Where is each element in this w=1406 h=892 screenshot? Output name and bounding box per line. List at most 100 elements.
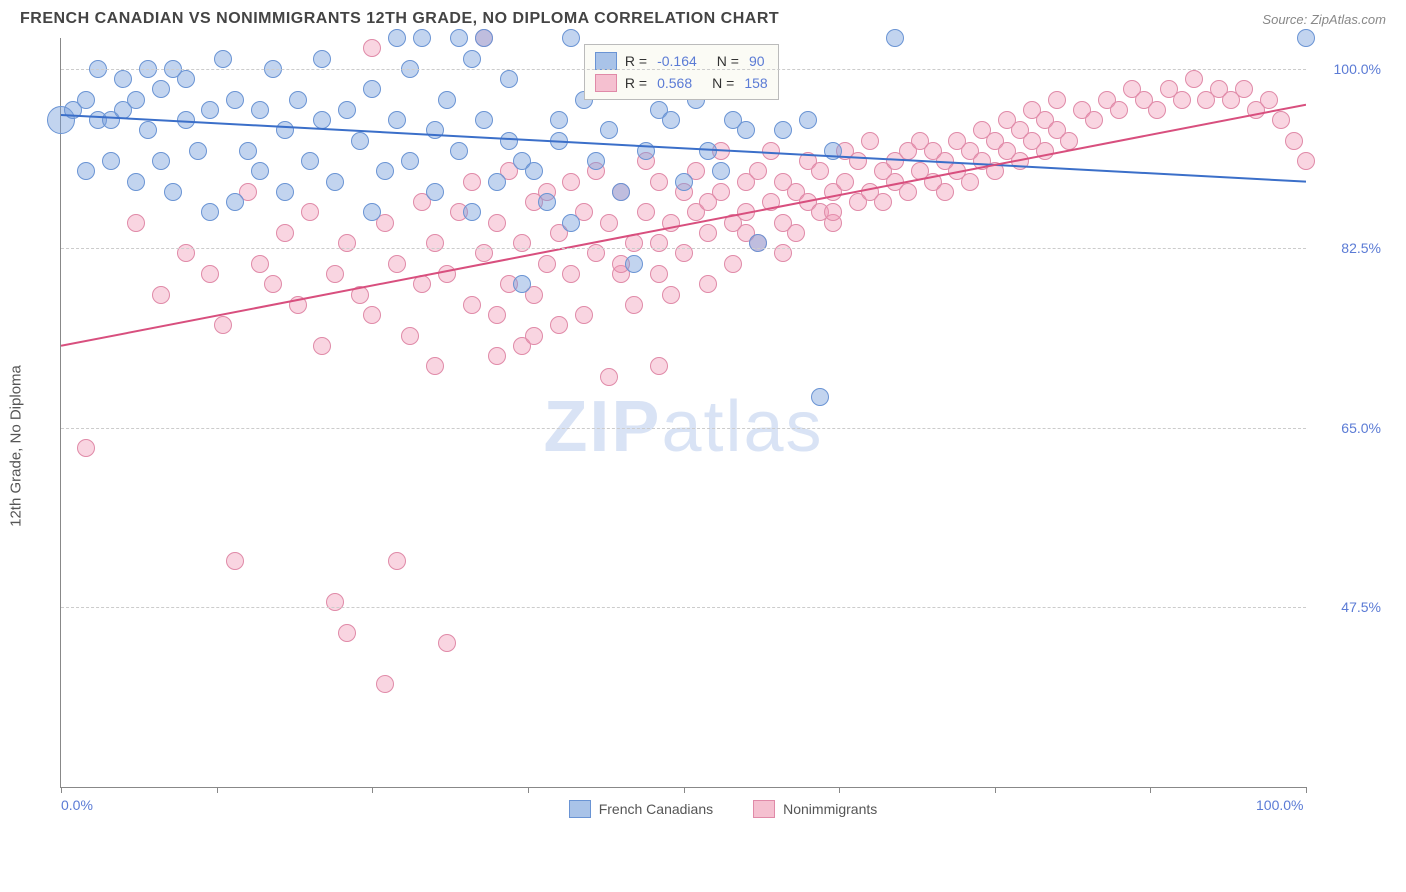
data-point bbox=[749, 234, 767, 252]
data-point bbox=[550, 111, 568, 129]
data-point bbox=[401, 152, 419, 170]
ytick-label: 65.0% bbox=[1311, 420, 1381, 436]
legend-r-label: R = bbox=[625, 53, 647, 69]
data-point bbox=[1272, 111, 1290, 129]
data-point bbox=[189, 142, 207, 160]
data-point bbox=[1085, 111, 1103, 129]
data-point bbox=[152, 80, 170, 98]
data-point bbox=[961, 173, 979, 191]
data-point bbox=[625, 296, 643, 314]
legend-n-label: N = bbox=[712, 75, 734, 91]
data-point bbox=[351, 286, 369, 304]
xtick bbox=[1306, 787, 1307, 793]
xtick bbox=[61, 787, 62, 793]
data-point bbox=[313, 337, 331, 355]
data-point bbox=[662, 214, 680, 232]
data-point bbox=[239, 142, 257, 160]
data-point bbox=[886, 29, 904, 47]
data-point bbox=[699, 275, 717, 293]
data-point bbox=[513, 275, 531, 293]
xtick bbox=[217, 787, 218, 793]
y-axis-label: 12th Grade, No Diploma bbox=[8, 365, 25, 527]
data-point bbox=[77, 162, 95, 180]
data-point bbox=[313, 111, 331, 129]
data-point bbox=[1185, 70, 1203, 88]
data-point bbox=[438, 634, 456, 652]
data-point bbox=[699, 224, 717, 242]
data-point bbox=[737, 121, 755, 139]
data-point bbox=[1011, 152, 1029, 170]
xtick bbox=[684, 787, 685, 793]
ytick-label: 100.0% bbox=[1311, 61, 1381, 77]
data-point bbox=[811, 388, 829, 406]
data-point bbox=[637, 203, 655, 221]
data-point bbox=[226, 193, 244, 211]
legend-swatch bbox=[595, 52, 617, 70]
data-point bbox=[177, 244, 195, 262]
data-point bbox=[488, 173, 506, 191]
chart-title: FRENCH CANADIAN VS NONIMMIGRANTS 12TH GR… bbox=[20, 10, 779, 28]
data-point bbox=[226, 552, 244, 570]
data-point bbox=[251, 255, 269, 273]
data-point bbox=[488, 306, 506, 324]
data-point bbox=[1060, 132, 1078, 150]
data-point bbox=[463, 173, 481, 191]
data-point bbox=[675, 173, 693, 191]
data-point bbox=[562, 214, 580, 232]
data-point bbox=[201, 265, 219, 283]
data-point bbox=[177, 70, 195, 88]
data-point bbox=[737, 203, 755, 221]
data-point bbox=[313, 50, 331, 68]
data-point bbox=[550, 132, 568, 150]
data-point bbox=[811, 162, 829, 180]
legend-n-value: 90 bbox=[749, 53, 765, 69]
data-point bbox=[376, 675, 394, 693]
gridline-h bbox=[61, 607, 1306, 608]
data-point bbox=[475, 29, 493, 47]
data-point bbox=[762, 142, 780, 160]
data-point bbox=[376, 162, 394, 180]
data-point bbox=[201, 203, 219, 221]
data-point bbox=[1048, 91, 1066, 109]
legend-n-value: 158 bbox=[744, 75, 767, 91]
data-point bbox=[413, 275, 431, 293]
data-point bbox=[525, 162, 543, 180]
legend-swatch bbox=[753, 800, 775, 818]
ytick-label: 82.5% bbox=[1311, 240, 1381, 256]
legend-r-value: 0.568 bbox=[657, 75, 692, 91]
data-point bbox=[662, 286, 680, 304]
data-point bbox=[475, 244, 493, 262]
scatter-layer bbox=[61, 38, 1306, 787]
data-point bbox=[401, 327, 419, 345]
data-point bbox=[587, 244, 605, 262]
data-point bbox=[600, 368, 618, 386]
data-point bbox=[500, 70, 518, 88]
gridline-h bbox=[61, 428, 1306, 429]
legend-r-label: R = bbox=[625, 75, 647, 91]
data-point bbox=[625, 234, 643, 252]
data-point bbox=[699, 142, 717, 160]
legend-row: R = 0.568 N = 158 bbox=[595, 72, 768, 94]
data-point bbox=[724, 255, 742, 273]
data-point bbox=[899, 183, 917, 201]
data-point bbox=[1036, 142, 1054, 160]
data-point bbox=[936, 183, 954, 201]
chart-header: FRENCH CANADIAN VS NONIMMIGRANTS 12TH GR… bbox=[0, 0, 1406, 34]
ytick-label: 47.5% bbox=[1311, 599, 1381, 615]
data-point bbox=[326, 265, 344, 283]
data-point bbox=[699, 193, 717, 211]
data-point bbox=[251, 101, 269, 119]
xtick bbox=[372, 787, 373, 793]
correlation-legend: R =-0.164N =90R =0.568N =158 bbox=[584, 44, 779, 100]
data-point bbox=[276, 224, 294, 242]
series-legend: French CanadiansNonimmigrants bbox=[60, 800, 1386, 818]
data-point bbox=[426, 121, 444, 139]
data-point bbox=[77, 91, 95, 109]
data-point bbox=[463, 50, 481, 68]
data-point bbox=[1173, 91, 1191, 109]
data-point bbox=[426, 183, 444, 201]
data-point bbox=[426, 234, 444, 252]
data-point bbox=[762, 193, 780, 211]
data-point bbox=[388, 29, 406, 47]
data-point bbox=[488, 347, 506, 365]
